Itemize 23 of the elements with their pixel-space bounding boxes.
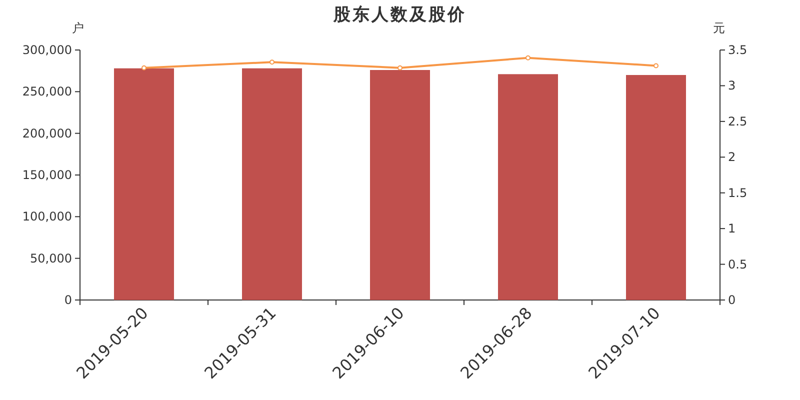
- y-tick-label: 250,000: [22, 84, 72, 99]
- y-tick-label: 100,000: [22, 210, 72, 224]
- point: [654, 63, 658, 68]
- y2-tick-label: 2.5: [728, 114, 748, 128]
- y-tick-label: 50,000: [30, 251, 72, 266]
- y-tick-label: 0: [64, 293, 72, 307]
- y-tick-label: 200,000: [22, 126, 72, 140]
- y2-tick-label: 2: [728, 150, 736, 164]
- point: [398, 65, 402, 70]
- chart-title: 股东人数及股价: [332, 5, 466, 25]
- y2-tick-label: 1: [728, 222, 736, 236]
- y2-tick-label: 0.5: [728, 257, 748, 272]
- y2-axis-title: 元: [713, 21, 725, 35]
- y-axis-title: 户: [72, 21, 84, 35]
- y2-tick-label: 1.5: [728, 186, 748, 200]
- y2-tick-label: 0: [728, 293, 736, 307]
- y2-tick-label: 3.5: [728, 43, 748, 57]
- point: [142, 65, 146, 70]
- y-tick-label: 300,000: [22, 43, 72, 57]
- y2-tick-label: 3: [728, 78, 736, 93]
- y-tick-label: 150,000: [22, 168, 72, 182]
- point: [526, 55, 530, 60]
- point: [270, 60, 274, 65]
